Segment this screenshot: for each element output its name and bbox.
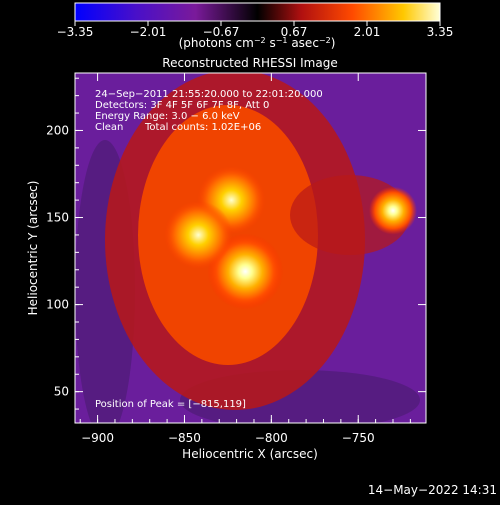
heatmap-image	[75, 73, 426, 423]
emission-source-glow	[164, 200, 233, 269]
colorbar-tick-label: 3.35	[427, 25, 454, 39]
annotation-peak: Position of Peak = [−815,119]	[95, 399, 246, 410]
annotation-counts: Total counts: 1.02E+06	[144, 122, 261, 133]
annotation-method: Clean	[95, 122, 123, 133]
colorbar: −3.35 −2.01 −0.67 0.67 2.01 3.35 (photons cm−…	[57, 2, 454, 50]
y-tick-label: 100	[46, 298, 69, 312]
colorbar-gradient	[74, 2, 441, 22]
x-axis-label: Heliocentric X (arcsec)	[182, 447, 318, 461]
colorbar-tick-label: −0.67	[203, 25, 240, 39]
chart-title: Reconstructed RHESSI Image	[162, 56, 337, 70]
footer-timestamp: 14−May−2022 14:31	[368, 483, 497, 497]
y-tick-label: 150	[46, 211, 69, 225]
colorbar-tick-label: −2.01	[130, 25, 167, 39]
emission-source	[368, 186, 417, 235]
y-axis: 50 100 150 200	[46, 77, 426, 410]
plot-frame	[74, 72, 427, 424]
colorbar-tick-label: 2.01	[354, 25, 381, 39]
annotation-time: 24−Sep−2011 21:55:20.000 to 22:01:20.000	[95, 89, 323, 100]
colorbar-tick-label: −3.35	[57, 25, 94, 39]
x-tick-label: −900	[81, 431, 114, 445]
x-axis: −900 −850 −800 −750	[79, 73, 411, 445]
colorbar-tick-label: 0.67	[281, 25, 308, 39]
y-tick-label: 200	[46, 123, 69, 137]
y-axis-label: Heliocentric Y (arcsec)	[26, 181, 40, 316]
emission-source	[164, 200, 233, 269]
y-tick-label: 50	[54, 385, 69, 399]
annotations: 24−Sep−2011 21:55:20.000 to 22:01:20.000…	[95, 89, 323, 410]
colorbar-label: (photons cm−2 s−1 asec−2)	[179, 36, 336, 50]
emission-source-glow	[368, 186, 417, 235]
x-tick-label: −800	[255, 431, 288, 445]
x-tick-label: −850	[168, 431, 201, 445]
annotation-energy: Energy Range: 3.0 − 6.0 keV	[95, 111, 240, 122]
annotation-detectors: Detectors: 3F 4F 5F 6F 7F 8F, Att 0	[95, 100, 269, 111]
x-tick-label: −750	[342, 431, 375, 445]
